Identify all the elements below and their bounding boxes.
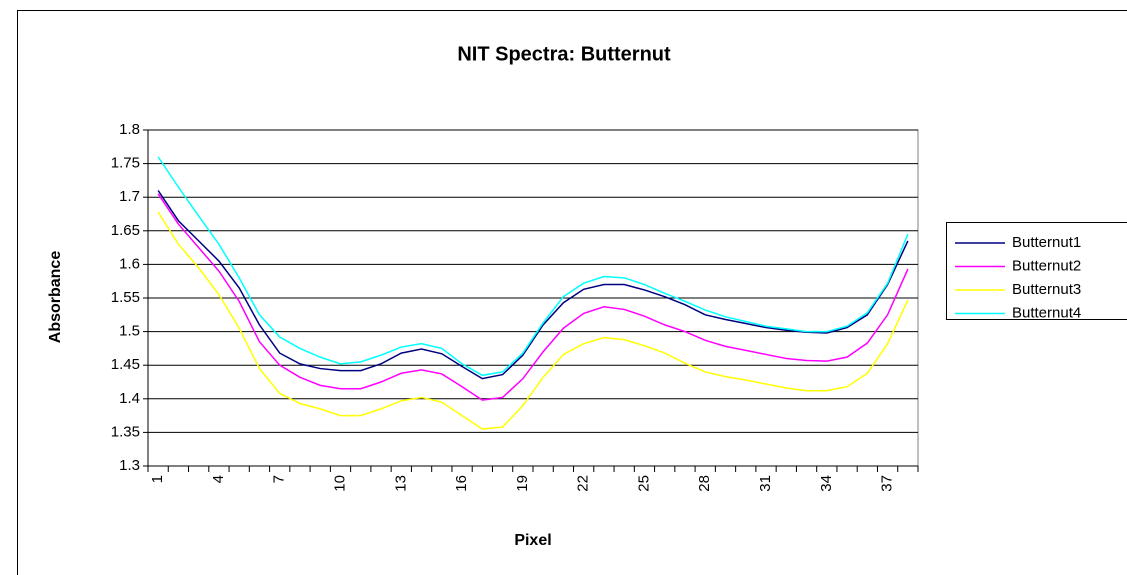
y-tick-label: 1.8 <box>119 121 140 138</box>
line-series <box>157 211 909 430</box>
x-tick-label: 1 <box>149 475 166 483</box>
y-tick-label: 1.65 <box>111 222 140 239</box>
line-series <box>157 156 909 377</box>
y-tick-label: 1.55 <box>111 289 140 306</box>
x-tick-label: 4 <box>210 475 227 483</box>
y-tick-label: 1.5 <box>119 323 140 340</box>
legend-label: Butternut1 <box>1012 234 1081 251</box>
x-tick-label: 34 <box>818 475 835 492</box>
chart-title: NIT Spectra: Butternut <box>457 43 671 65</box>
y-tick-label: 1.45 <box>111 356 140 373</box>
y-tick-label: 1.6 <box>119 255 140 272</box>
line-series <box>157 190 909 380</box>
y-tick-label: 1.75 <box>111 155 140 172</box>
y-tick-label: 1.35 <box>111 423 140 440</box>
x-tick-label: 7 <box>271 475 288 483</box>
y-axis-label: Absorbance <box>47 251 64 344</box>
legend: Butternut1 Butternut2 Butternut3 Butternut4 <box>946 222 1127 321</box>
x-tick-label: 31 <box>757 475 774 492</box>
legend-label: Butternut3 <box>1012 281 1081 298</box>
x-tick-label: 16 <box>453 475 470 492</box>
legend-box <box>946 222 1127 320</box>
x-axis-label: Pixel <box>514 532 551 549</box>
legend-label: Butternut2 <box>1012 257 1081 274</box>
y-tick-label: 1.3 <box>119 457 140 474</box>
y-tick-label: 1.7 <box>119 188 140 205</box>
line-series <box>157 193 909 401</box>
x-tick-label: 22 <box>575 475 592 492</box>
x-tick-label: 28 <box>696 475 713 492</box>
x-tick-label: 13 <box>392 475 409 492</box>
x-tick-label: 10 <box>331 475 348 492</box>
legend-label: Butternut4 <box>1012 304 1081 321</box>
x-tick-label: 25 <box>635 475 652 492</box>
x-tick-label: 19 <box>514 475 531 492</box>
y-tick-label: 1.4 <box>119 390 140 407</box>
x-tick-label: 37 <box>879 475 896 492</box>
